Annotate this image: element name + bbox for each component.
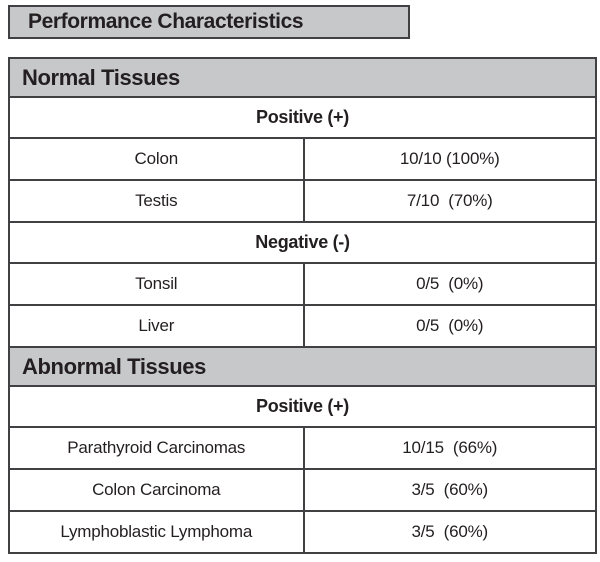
result-cell: 3/5 (60%)	[411, 480, 489, 499]
result-cell: 7/10 (70%)	[406, 191, 493, 210]
group-header-label: Negative (-)	[255, 232, 350, 252]
title-bar: Performance Characteristics	[8, 5, 410, 39]
tissue-cell: Tonsil	[10, 264, 305, 304]
result-cell: 0/5 (0%)	[416, 274, 484, 293]
section-header-label: Normal Tissues	[22, 64, 180, 90]
section-header-normal-tissues: Normal Tissues	[10, 59, 595, 96]
result-cell: 0/5 (0%)	[416, 316, 484, 335]
group-header-label: Positive (+)	[256, 107, 349, 127]
result-cell: 3/5 (60%)	[411, 522, 489, 541]
row-colon-carcinoma: Colon Carcinoma 3/5 (60%)	[10, 468, 595, 510]
page-title: Performance Characteristics	[28, 10, 304, 33]
performance-table: Normal Tissues Positive (+) Colon 10/10 …	[8, 57, 597, 554]
tissue-cell: Colon Carcinoma	[10, 470, 305, 510]
row-testis: Testis 7/10 (70%)	[10, 179, 595, 221]
group-header-positive-abnormal: Positive (+)	[10, 385, 595, 426]
row-liver: Liver 0/5 (0%)	[10, 304, 595, 346]
section-header-label: Abnormal Tissues	[22, 353, 206, 379]
row-lymphoblastic-lymphoma: Lymphoblastic Lymphoma 3/5 (60%)	[10, 510, 595, 552]
result-cell: 10/15 (66%)	[402, 438, 498, 457]
tissue-cell: Liver	[10, 306, 305, 346]
tissue-cell: Colon	[10, 139, 305, 179]
row-tonsil: Tonsil 0/5 (0%)	[10, 262, 595, 304]
result-cell: 10/10 (100%)	[399, 149, 500, 168]
row-colon: Colon 10/10 (100%)	[10, 137, 595, 179]
tissue-cell: Parathyroid Carcinomas	[10, 428, 305, 468]
tissue-cell: Testis	[10, 181, 305, 221]
tissue-cell: Lymphoblastic Lymphoma	[10, 512, 305, 552]
row-parathyroid-carcinomas: Parathyroid Carcinomas 10/15 (66%)	[10, 426, 595, 468]
group-header-negative-normal: Negative (-)	[10, 221, 595, 262]
group-header-label: Positive (+)	[256, 396, 349, 416]
group-header-positive-normal: Positive (+)	[10, 96, 595, 137]
section-header-abnormal-tissues: Abnormal Tissues	[10, 346, 595, 385]
